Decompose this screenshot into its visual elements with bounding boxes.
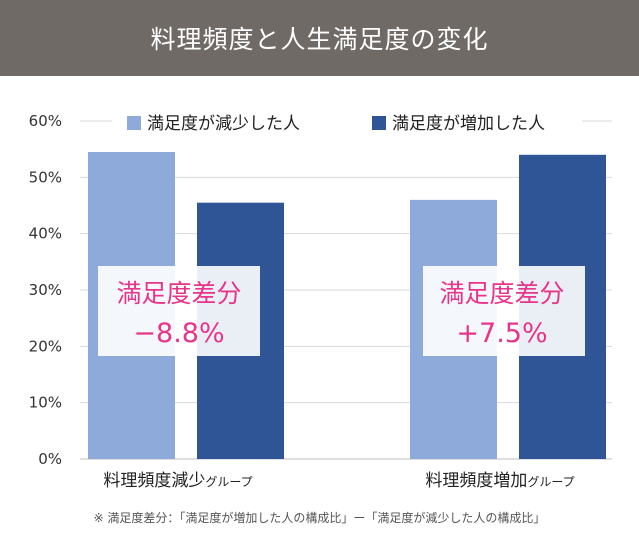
y-tick-label: 10% bbox=[29, 394, 62, 412]
y-tick-label: 30% bbox=[29, 281, 62, 299]
legend-background bbox=[112, 110, 582, 134]
legend-label: 満足度が増加した人 bbox=[392, 114, 545, 134]
annotation-box bbox=[98, 266, 260, 356]
category-label: 料理頻度増加グループ bbox=[425, 471, 574, 491]
annotation-label: 満足度差分 bbox=[439, 279, 564, 308]
y-tick-label: 60% bbox=[29, 112, 62, 130]
legend-swatch bbox=[372, 116, 386, 130]
y-tick-label: 40% bbox=[29, 225, 62, 243]
annotations: 満足度差分 −8.8% 満足度差分 +7.5% bbox=[98, 266, 585, 356]
title-bar: 料理頻度と人生満足度の変化 bbox=[0, 0, 639, 76]
y-tick-label: 50% bbox=[29, 168, 62, 186]
annotation-box bbox=[423, 266, 585, 356]
y-axis-ticks: 0% 10% 20% 30% 40% 50% 60% bbox=[29, 112, 62, 468]
y-tick-label: 20% bbox=[29, 337, 62, 355]
annotation-value: +7.5% bbox=[456, 318, 547, 349]
category-label: 料理頻度減少グループ bbox=[103, 471, 252, 491]
chart-title: 料理頻度と人生満足度の変化 bbox=[150, 25, 489, 54]
bar-chart: 0%10%20%30%40%50%60% 満足度が減少した人 満足度が増加した人 … bbox=[29, 110, 612, 491]
legend-swatch bbox=[127, 116, 141, 130]
footnote: ※ 満足度差分：「満足度が増加した人の構成比」ー「満足度が減少した人の構成比」 bbox=[93, 511, 546, 525]
annotation-value: −8.8% bbox=[133, 318, 224, 349]
legend: 満足度が減少した人 満足度が増加した人 bbox=[112, 110, 582, 134]
legend-label: 満足度が減少した人 bbox=[147, 114, 300, 134]
annotation-label: 満足度差分 bbox=[116, 279, 241, 308]
y-tick-label: 0% bbox=[38, 450, 62, 468]
x-axis-categories: 料理頻度減少グループ 料理頻度増加グループ bbox=[103, 471, 574, 491]
